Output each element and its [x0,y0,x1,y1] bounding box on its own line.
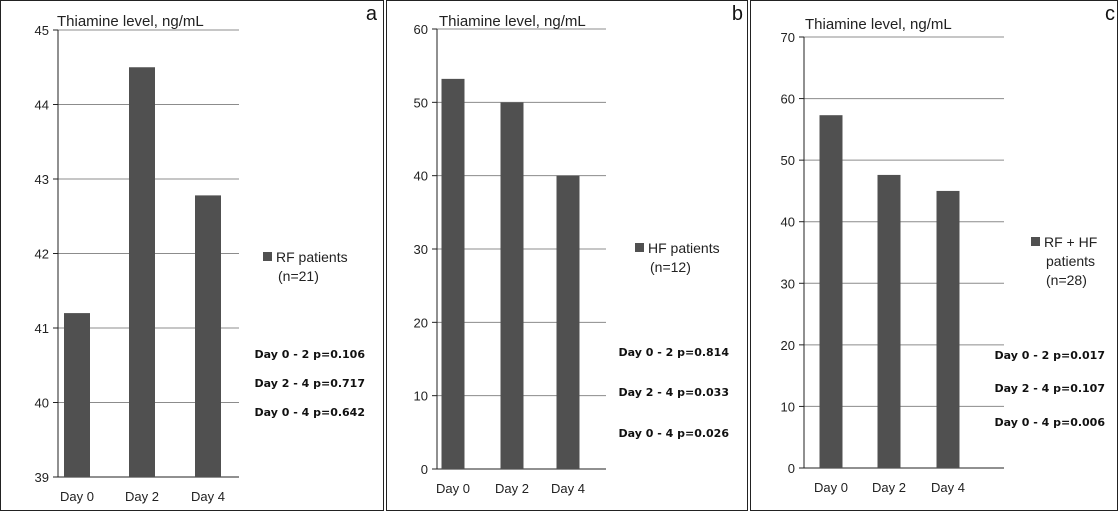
y-tick-label: 30 [414,242,428,257]
y-tick-label: 39 [35,470,49,485]
y-tick-label: 40 [414,169,428,184]
p-value-annotation: Day 0 - 2 p=0.814 [618,346,729,359]
y-tick-label: 50 [781,153,795,168]
chart-legend: HF patients (n=12) [635,239,720,277]
y-tick-label: 30 [781,276,795,291]
panel-label: b [731,3,743,25]
chart-title: Thiamine level, ng/mL [57,13,204,30]
p-value-annotation: Day 0 - 4 p=0.006 [994,416,1105,429]
legend-line: (n=28) [1046,272,1087,288]
x-tick-label: Day 2 [495,481,529,496]
chart-panel-c: 0 10 20 30 40 50 60 70 Day 0 Day 2 Day 4 Thiamine … [750,0,1118,511]
chart-plot-b: 0 10 20 30 40 50 60 Day 0 Day 2 Day 4 [414,22,606,496]
legend-swatch [1031,237,1040,246]
y-tick-label: 40 [781,215,795,230]
chart-legend: RF + HF patients (n=28) [1031,233,1097,290]
legend-swatch [263,252,272,261]
bar [441,78,465,469]
bar [877,174,901,469]
x-tick-label: Day 0 [60,489,94,504]
x-tick-label: Day 0 [814,480,848,495]
bar [936,190,960,468]
chart-plot-a: 39 40 41 42 43 44 45 Day 0 Day 2 Day 4 [35,23,239,504]
p-value-annotation: Day 0 - 2 p=0.017 [994,349,1105,362]
x-tick-label: Day 4 [551,481,585,496]
legend-line: (n=12) [650,259,691,275]
p-value-annotation: Day 0 - 4 p=0.642 [254,406,365,419]
bar [129,67,155,477]
y-tick-label: 20 [414,315,428,330]
x-tick-label: Day 2 [872,480,906,495]
chart-legend: RF patients (n=21) [263,248,348,286]
legend-line: (n=21) [278,268,319,284]
legend-line: patients [1046,253,1096,269]
bar [500,102,524,469]
y-tick-label: 60 [414,22,428,37]
x-tick-label: Day 0 [436,481,470,496]
bar [556,175,580,469]
legend-swatch [635,243,644,252]
chart-plot-c: 0 10 20 30 40 50 60 70 Day 0 Day 2 Day 4 [781,30,1004,495]
bar [819,115,843,469]
x-tick-label: Day 2 [125,489,159,504]
y-tick-label: 10 [781,399,795,414]
y-tick-label: 41 [35,321,49,336]
p-value-annotation: Day 0 - 2 p=0.106 [254,348,365,361]
y-tick-label: 45 [35,23,49,38]
y-tick-label: 44 [35,98,49,113]
p-value-annotation: Day 2 - 4 p=0.717 [254,377,365,390]
chart-title: Thiamine level, ng/mL [805,16,952,33]
bar [195,195,221,477]
panel-label: a [365,3,377,25]
chart-title: Thiamine level, ng/mL [439,13,586,30]
y-tick-label: 42 [35,247,49,262]
y-tick-label: 0 [788,461,795,476]
y-tick-label: 0 [421,462,428,477]
y-tick-label: 43 [35,172,49,187]
legend-line: HF patients [648,240,720,256]
y-tick-label: 60 [781,92,795,107]
x-tick-label: Day 4 [191,489,225,504]
y-tick-label: 70 [781,30,795,45]
y-tick-label: 20 [781,338,795,353]
panel-label: c [1105,3,1115,25]
y-tick-label: 50 [414,95,428,110]
chart-panel-a: 39 40 41 42 43 44 45 Day 0 Day 2 Day 4 Thiamine l… [0,0,384,511]
p-value-annotation: Day 2 - 4 p=0.033 [618,386,729,399]
bar [64,313,90,477]
legend-line: RF + HF [1044,234,1098,250]
chart-panel-b: 0 10 20 30 40 50 60 Day 0 Day 2 Day 4 Thiamine le… [386,0,748,511]
legend-line: RF patients [276,249,348,265]
p-value-annotation: Day 2 - 4 p=0.107 [994,382,1105,395]
y-tick-label: 40 [35,396,49,411]
x-tick-label: Day 4 [931,480,965,495]
p-value-annotation: Day 0 - 4 p=0.026 [618,427,729,440]
y-tick-label: 10 [414,389,428,404]
